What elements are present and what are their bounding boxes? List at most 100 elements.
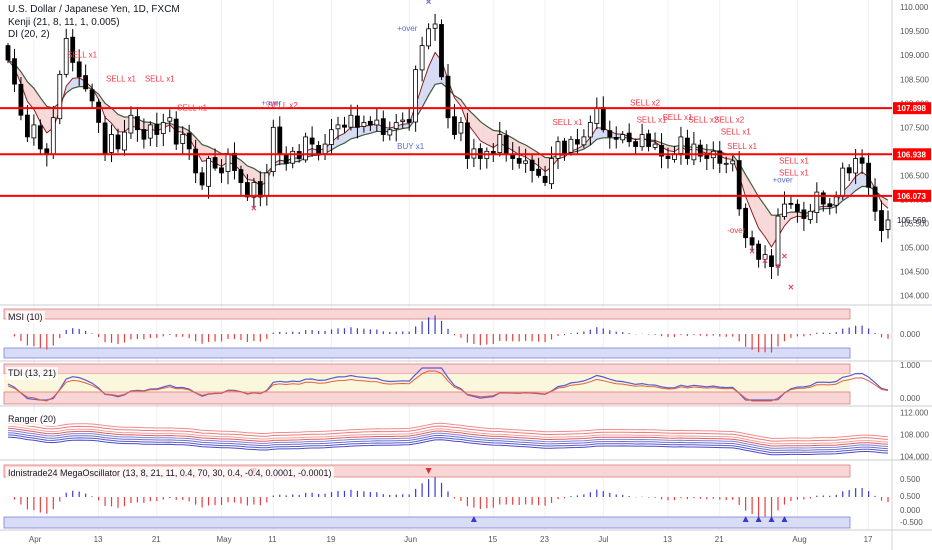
signal-label: SELL x2 <box>268 101 298 110</box>
signal-label: BUY x1 <box>397 142 425 151</box>
candle-body <box>232 152 237 171</box>
tdi-axis-tick: 1.000 <box>900 361 921 370</box>
candle-body <box>723 162 729 165</box>
signal-cross-marker: × <box>749 247 755 258</box>
candle-body <box>102 122 108 155</box>
candle-body <box>316 144 322 155</box>
candle-body <box>555 141 561 159</box>
candle-body <box>736 160 742 210</box>
candle-body <box>659 144 664 157</box>
candle-body <box>283 154 289 164</box>
signal-label: SELL x1 <box>779 168 809 177</box>
price-axis-tick-label: 110.000 <box>900 3 929 12</box>
candle-body <box>452 116 457 135</box>
signal-cross-marker: × <box>762 256 768 267</box>
signal-label: SELL x1 <box>637 115 667 124</box>
candle-body <box>154 124 160 135</box>
kenji-indicator-label[interactable]: Kenji (21, 8, 11, 1, 0.005) <box>6 16 122 29</box>
candle-body <box>503 135 509 155</box>
signal-label: SELL x2 <box>688 115 718 124</box>
candle-body <box>290 150 296 164</box>
di-indicator-label[interactable]: DI (20, 2) <box>6 28 52 41</box>
megaoscillator-pane-label[interactable]: Idnistrade24 MegaOscillator (13, 8, 21, … <box>6 467 334 480</box>
candle-body <box>497 134 503 154</box>
candle-body <box>70 36 76 63</box>
ma-cloud-segment <box>745 174 753 213</box>
signal-label: SELL x1 <box>67 51 97 60</box>
x-axis-date-label: 19 <box>327 535 336 544</box>
candle-body <box>587 122 593 138</box>
candle-body <box>147 124 153 139</box>
mega-buy-triangle <box>742 516 749 522</box>
candle-body <box>549 158 554 185</box>
candle-body <box>859 157 865 164</box>
candle-body <box>872 186 878 212</box>
x-axis-date-label: 11 <box>268 535 277 544</box>
candle-body <box>458 122 464 134</box>
mega-sell-triangle <box>425 468 432 474</box>
tdi-axis-tick: 0.000 <box>900 394 921 403</box>
tdi-pane-label[interactable]: TDI (13, 21) <box>6 367 59 380</box>
signal-label: SELL x2 <box>630 99 660 108</box>
candle-body <box>264 172 270 196</box>
candle-body <box>523 160 528 164</box>
price-axis-tick-label: 109.500 <box>900 27 929 36</box>
ma-cloud-segment <box>758 196 766 238</box>
candle-body <box>788 202 794 205</box>
candle-body <box>380 118 386 135</box>
ma-cloud-segment <box>20 71 28 102</box>
candle-body <box>160 122 166 134</box>
candle-body <box>199 172 205 186</box>
candle-body <box>762 254 768 260</box>
candle-body <box>309 137 315 145</box>
ma-cloud-segment <box>486 126 494 148</box>
ranger-pane-label[interactable]: Ranger (20) <box>6 413 59 426</box>
candle-body <box>562 140 567 155</box>
x-axis-date-label: 13 <box>663 535 672 544</box>
candle-body <box>393 122 399 129</box>
candle-body <box>626 132 632 143</box>
candle-body <box>128 114 134 134</box>
candle-body <box>115 134 121 150</box>
ma-cloud-segment <box>40 97 47 133</box>
signal-label: -over <box>727 226 746 235</box>
x-axis-date-label: Jun <box>404 535 417 544</box>
ranger-band-line <box>7 434 889 454</box>
tdi-mid-band <box>4 374 850 392</box>
candle-body <box>697 144 703 157</box>
candle-body <box>717 150 723 164</box>
candle-body <box>568 138 574 153</box>
ma-cloud-segment <box>790 211 798 219</box>
candle-body <box>600 107 606 131</box>
candle-body <box>639 134 645 148</box>
candle-body <box>827 203 833 207</box>
msi-pane-label[interactable]: MSI (10) <box>6 311 45 324</box>
tdi-upper-band <box>3 363 851 375</box>
ma-cloud-segment <box>467 108 474 133</box>
ranger-axis-tick: 108.000 <box>900 430 929 439</box>
signal-label: +over <box>261 99 282 108</box>
candle-body <box>413 69 419 123</box>
ranger-band-line <box>7 427 889 447</box>
candle-body <box>141 129 147 140</box>
msi-axis-tick: 0.000 <box>900 330 921 339</box>
ma-cloud-segment <box>473 114 481 141</box>
price-axis-tick-label: 108.500 <box>900 75 929 84</box>
ma-cloud-segment <box>363 125 371 135</box>
candle-body <box>12 58 17 85</box>
signal-label: SELL x1 <box>721 127 751 136</box>
candle-body <box>769 255 774 268</box>
x-axis-date-label: 17 <box>864 535 873 544</box>
candle-body <box>348 114 354 128</box>
level-price-tag <box>893 102 931 115</box>
candle-body <box>400 119 406 122</box>
candle-body <box>96 101 101 123</box>
candle-body <box>820 192 826 205</box>
candle-body <box>206 158 212 187</box>
candle-body <box>387 129 393 136</box>
signal-label: SELL x1 <box>552 118 582 127</box>
candle-body <box>665 155 671 159</box>
signal-label: SELL x1 <box>727 142 757 151</box>
ranger-axis-tick: 112.000 <box>900 408 929 417</box>
ma-cloud-segment <box>344 127 351 144</box>
